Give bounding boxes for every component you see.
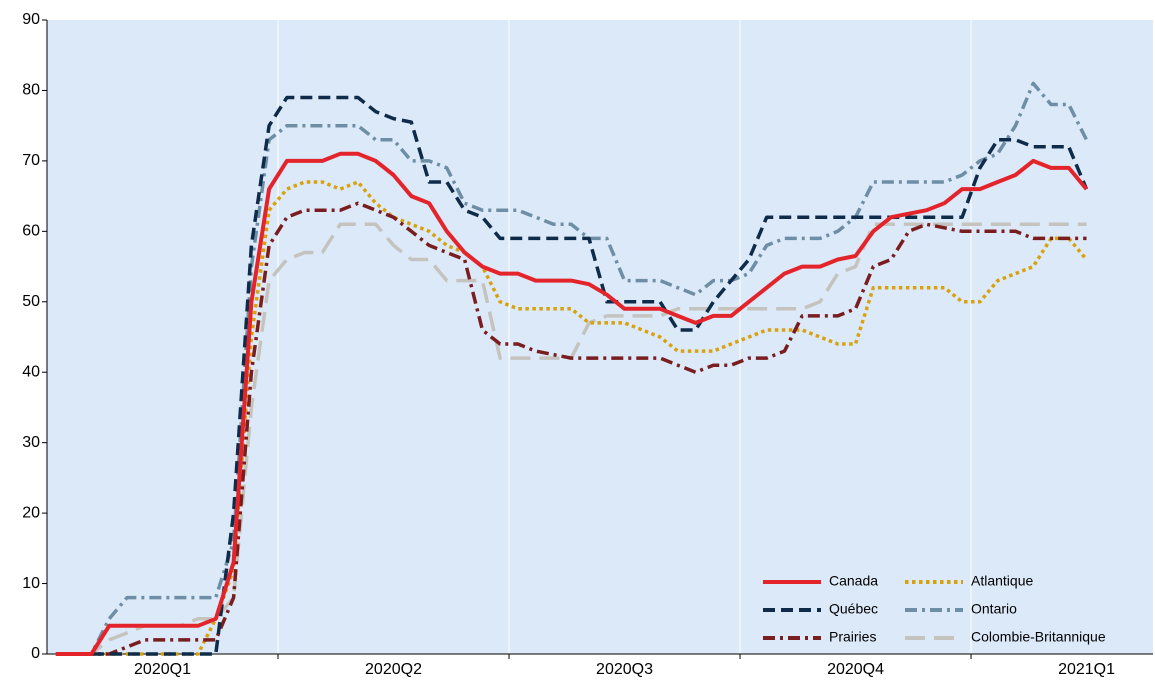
x-tick-label: 2020Q3	[596, 661, 653, 678]
x-tick-label: 2021Q1	[1058, 661, 1115, 678]
series-line	[55, 201, 1087, 656]
y-tick-label: 80	[22, 82, 40, 99]
y-tick-label: 0	[31, 645, 40, 662]
legend-label: Atlantique	[971, 573, 1033, 589]
y-tick-label: 10	[22, 575, 40, 592]
x-tick-label: 2020Q1	[134, 661, 191, 678]
x-tick-label: 2020Q4	[827, 661, 884, 678]
y-tick-label: 40	[22, 363, 40, 380]
y-tick-label: 70	[22, 152, 40, 169]
y-tick-label: 30	[22, 434, 40, 451]
y-tick-label: 20	[22, 504, 40, 521]
legend: Canada Atlantique Québec Ontario Prairies Col…	[763, 573, 1106, 645]
plot-area	[47, 20, 1153, 654]
legend-label: Prairies	[829, 629, 876, 645]
legend-label: Ontario	[971, 601, 1017, 617]
series-line	[55, 95, 1089, 656]
legend-label: Colombie-Britannique	[971, 629, 1106, 645]
series-line	[55, 151, 1089, 656]
legend-label: Canada	[829, 573, 878, 589]
legend-label: Québec	[829, 601, 878, 617]
y-tick-label: 90	[22, 11, 40, 28]
y-tick-label: 50	[22, 293, 40, 310]
series-line	[55, 180, 1088, 656]
y-tick-label: 60	[22, 223, 40, 240]
x-tick-label: 2020Q2	[365, 661, 422, 678]
